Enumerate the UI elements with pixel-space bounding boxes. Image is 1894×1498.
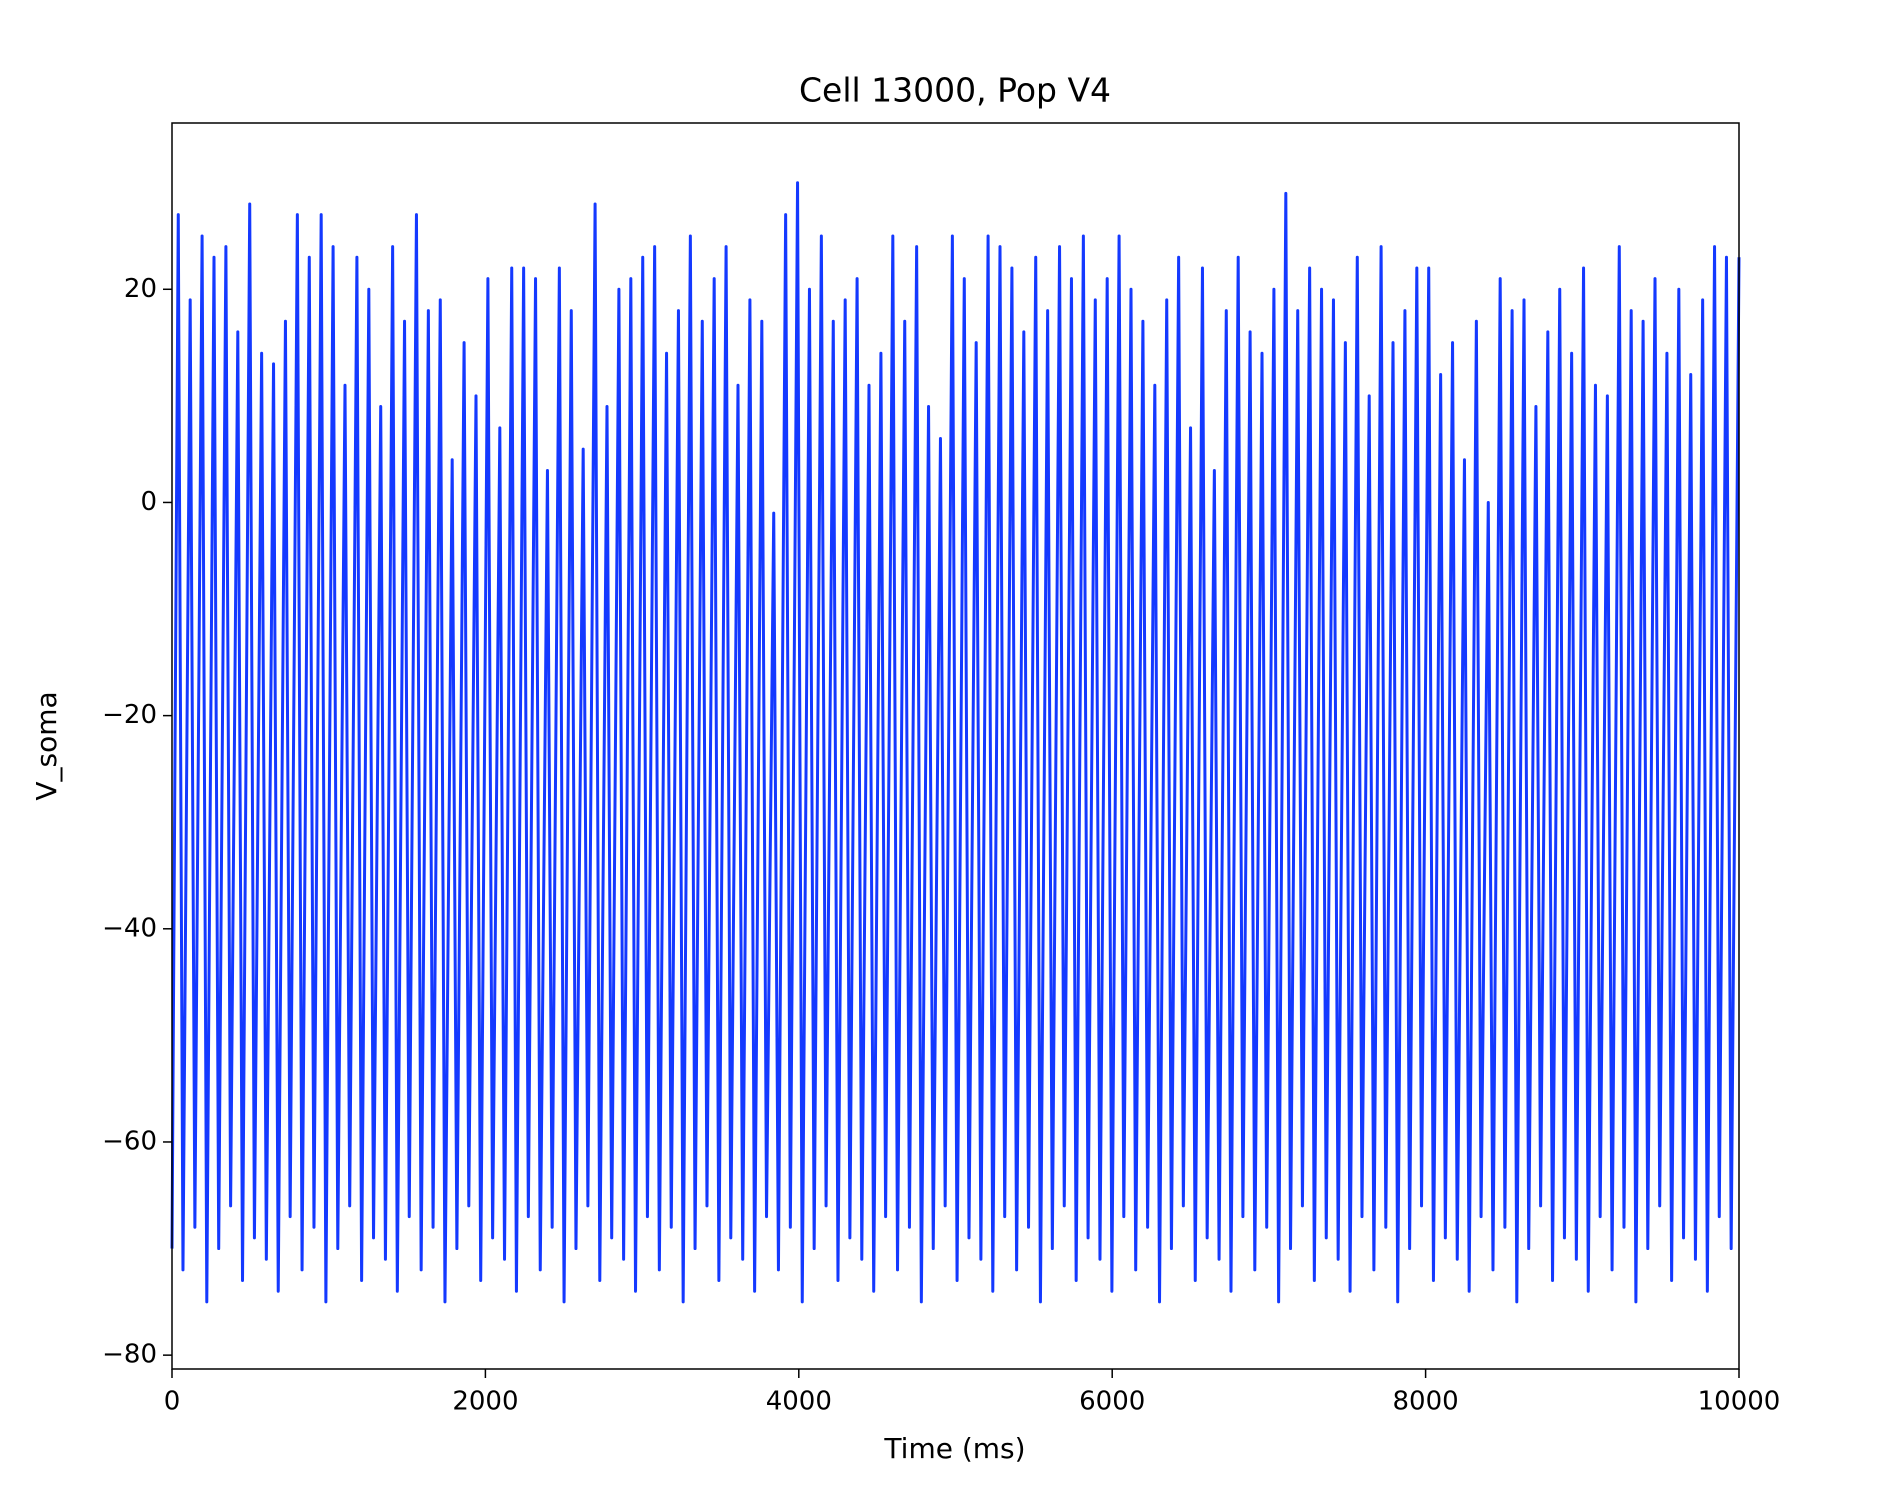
y-tick-label: 0 xyxy=(140,487,157,517)
x-tick-label: 4000 xyxy=(766,1387,832,1417)
chart-title: Cell 13000, Pop V4 xyxy=(799,71,1111,110)
x-tick-label: 8000 xyxy=(1393,1387,1459,1417)
y-tick-label: 20 xyxy=(124,274,157,304)
y-tick-label: −60 xyxy=(102,1126,157,1156)
y-tick-label: −80 xyxy=(102,1340,157,1370)
y-tick-label: −40 xyxy=(102,913,157,943)
data-line xyxy=(170,181,1741,1304)
x-tick-label: 10000 xyxy=(1698,1387,1781,1417)
x-axis-label: Time (ms) xyxy=(883,1432,1025,1465)
axes-frame xyxy=(171,122,1740,1370)
x-tick-label: 0 xyxy=(164,1387,181,1417)
x-tick-label: 2000 xyxy=(452,1387,518,1417)
y-axis-label: V_soma xyxy=(30,691,63,800)
y-tick-label: −20 xyxy=(102,700,157,730)
x-tick-label: 6000 xyxy=(1079,1387,1145,1417)
